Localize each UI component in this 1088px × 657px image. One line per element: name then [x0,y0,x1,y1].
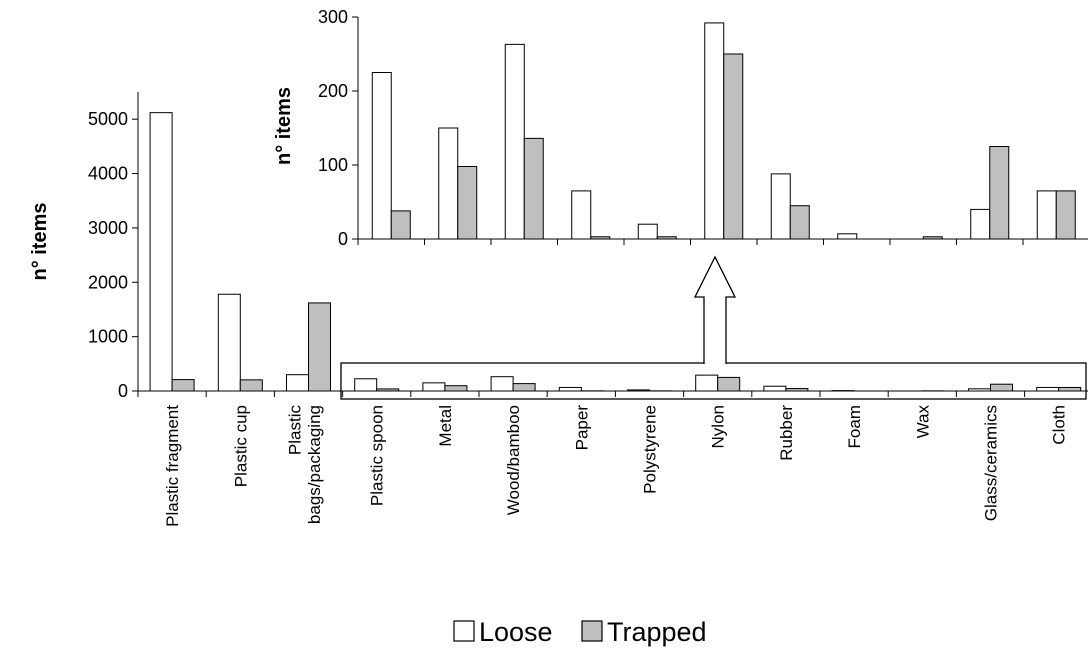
bar-loose-paper [558,386,582,392]
bar-trapped-rubber [785,388,809,392]
inset-bar-loose-polystyrene [637,223,658,240]
main-y-tick-label: 5000 [88,109,128,129]
bar-loose-plastic-cup [217,293,241,392]
legend-swatch-trapped [581,620,603,642]
inset-bar-trapped-polystyrene [656,236,677,240]
bar-loose-wood-bamboo [490,376,514,392]
bar-trapped-plastic-cup [239,379,263,392]
category-label-line: Foam [845,405,864,448]
inset-bar-trapped-metal [457,165,478,240]
category-label-line: Polystyrene [641,405,660,494]
category-label-line: Metal [436,405,455,447]
main-x-tick-label: Plastic cup [231,405,250,487]
zoom-callout [340,255,1087,400]
legend-label-trapped: Trapped [607,617,707,647]
main-x-tick-label: Rubber [777,405,796,461]
main-y-tick-label: 0 [118,381,128,401]
inset-bar-trapped-wax [922,236,943,240]
legend-swatch-loose [453,620,475,642]
category-label-line: Plastic cup [231,405,250,487]
category-label-line: Wood/bamboo [504,405,523,515]
category-label-line: Wax [913,405,932,439]
main-y-tick-label: 2000 [88,272,128,292]
category-label-line: Plastic [285,405,304,456]
inset-bar-loose-cloth [1036,190,1057,240]
zoom-arrow [693,255,737,364]
main-x-tick-label: Plastic spoon [368,405,387,506]
inset-bar-loose-wood-bamboo [504,43,525,240]
inset-bar-trapped-plastic-spoon [390,210,411,240]
inset-bar-trapped-cloth [1055,190,1076,240]
inset-y-tick-label: 0 [338,229,348,249]
inset-bar-loose-rubber [770,173,791,240]
bar-loose-plastic-spoon [354,378,378,392]
bar-trapped-cloth [1058,386,1082,392]
bar-loose-polystyrene [627,389,650,392]
main-x-tick-label: Plasticbags/packaging [285,405,324,525]
bar-loose-metal [422,382,446,392]
bar-trapped-glass-ceramics [990,383,1013,392]
category-label-line: Nylon [709,405,728,448]
category-label-line: Plastic spoon [368,405,387,506]
inset-bar-trapped-glass-ceramics [989,146,1010,240]
bar-trapped-plastic-spoon [376,388,400,392]
main-y-tick-label: 3000 [88,218,128,238]
category-label-line: Cloth [1050,405,1069,445]
inset-y-tick-label: 100 [318,155,348,175]
inset-bar-trapped-paper [590,236,611,240]
main-x-tick-label: Polystyrene [641,405,660,494]
main-y-axis-title: n° items [29,202,51,280]
legend-label-loose: Loose [479,617,553,647]
category-label-line: Glass/ceramics [982,405,1001,521]
bar-loose-plastic-fragment [149,112,173,392]
bar-loose-cloth [1036,386,1060,392]
category-label-line: bags/packaging [305,405,324,524]
inset-bar-loose-plastic-spoon [371,72,392,240]
main-x-tick-label: Paper [572,405,591,451]
main-y-tick-label: 1000 [88,327,128,347]
main-x-tick-label: Foam [845,405,864,448]
main-x-tick-label: Wax [913,405,932,439]
bar-loose-glass-ceramics [968,388,991,392]
bar-trapped-plastic-bags-packaging [308,302,331,392]
main-x-tick-label: Cloth [1050,405,1069,445]
inset-bar-loose-paper [571,190,592,240]
inset-bar-loose-foam [837,233,858,240]
main-x-tick-label: Glass/ceramics [982,405,1001,521]
category-label-line: Plastic fragment [163,405,182,527]
bar-loose-nylon [695,374,719,392]
inset-y-tick-label: 300 [318,7,348,27]
inset-bar-loose-nylon [704,22,725,240]
bar-trapped-plastic-fragment [171,379,195,392]
inset-bar-trapped-nylon [723,53,744,240]
main-x-tick-label: Nylon [709,405,728,448]
bar-trapped-nylon [717,376,741,392]
inset-bar-trapped-rubber [789,205,810,240]
main-y-tick-label: 4000 [88,164,128,184]
category-label-line: Rubber [777,405,796,461]
category-label-line: Paper [572,405,591,451]
inset-bar-trapped-wood-bamboo [523,137,544,240]
inset-plot-area: 0 100 200 300 n° items [273,7,1088,249]
main-x-tick-label: Plastic fragment [163,405,182,527]
inset-bar-loose-glass-ceramics [970,208,991,240]
bar-loose-rubber [763,385,787,392]
inset-y-tick-label: 200 [318,81,348,101]
legend: Loose Trapped [453,617,707,647]
bar-loose-plastic-bags-packaging [286,374,309,392]
bar-trapped-metal [444,385,468,392]
inset-bar-loose-metal [438,127,459,240]
inset-y-axis-title: n° items [273,87,295,165]
main-x-tick-label: Metal [436,405,455,447]
bar-trapped-wood-bamboo [512,383,536,392]
main-x-tick-label: Wood/bamboo [504,405,523,515]
